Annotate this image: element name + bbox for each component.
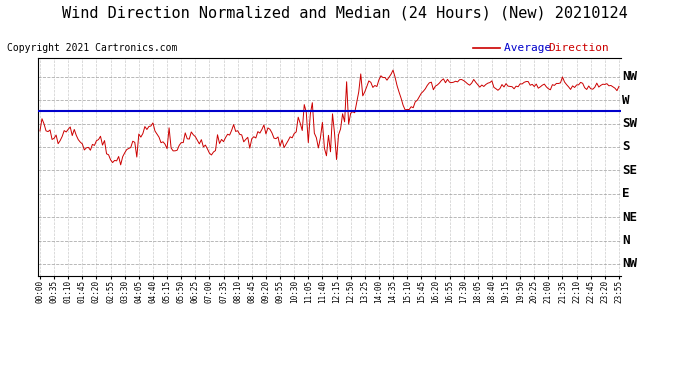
Text: S: S	[622, 141, 630, 153]
Text: NW: NW	[622, 70, 637, 83]
Text: Average: Average	[504, 43, 558, 53]
Text: W: W	[622, 94, 630, 107]
Text: SE: SE	[622, 164, 637, 177]
Text: Direction: Direction	[549, 43, 609, 53]
Text: NW: NW	[622, 257, 637, 270]
Text: Wind Direction Normalized and Median (24 Hours) (New) 20210124: Wind Direction Normalized and Median (24…	[62, 6, 628, 21]
Text: N: N	[622, 234, 630, 247]
Text: SW: SW	[622, 117, 637, 130]
Text: NE: NE	[622, 211, 637, 224]
Text: Copyright 2021 Cartronics.com: Copyright 2021 Cartronics.com	[7, 43, 177, 53]
Text: E: E	[622, 187, 630, 200]
